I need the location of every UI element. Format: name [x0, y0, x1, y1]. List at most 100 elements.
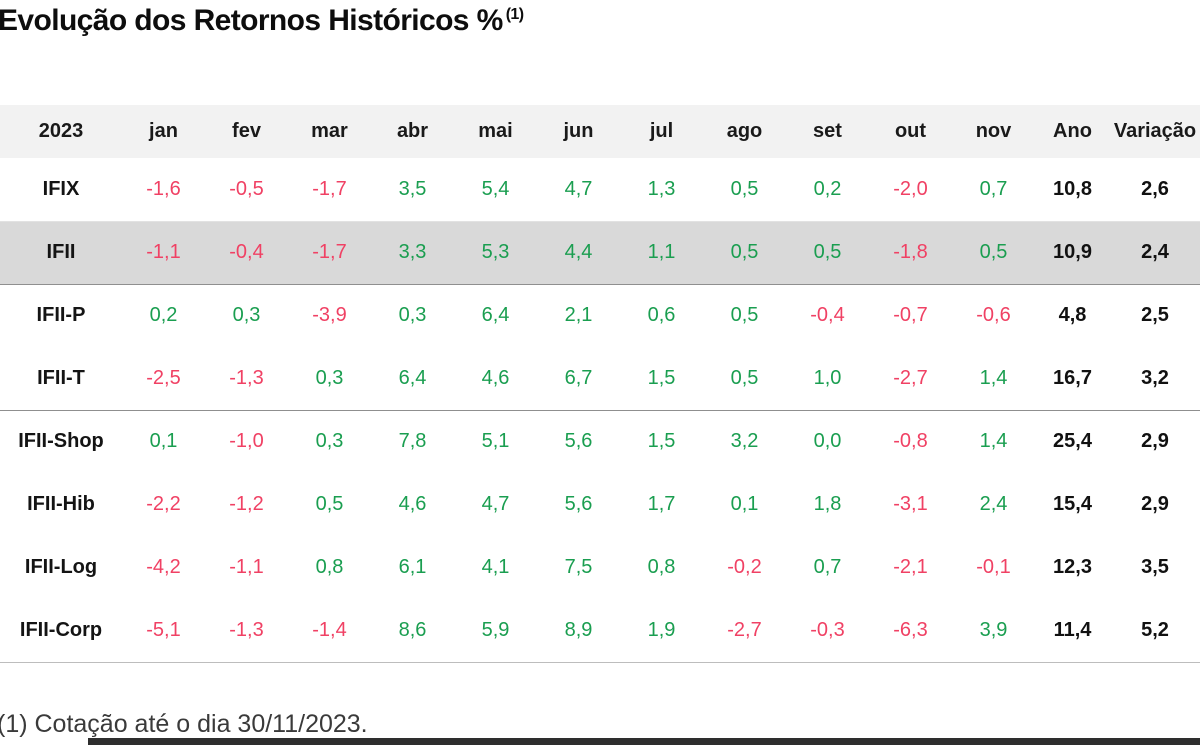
value-cell: 4,7: [481, 493, 510, 515]
table-row-ifii-p: IFII-P 0,2 0,3 -3,9 0,3 6,4 2,1 0,6 0,5 -0,4 -0,7 -…: [0, 284, 1200, 347]
ano-cell: 25,4: [1053, 430, 1092, 453]
value-cell: 0,1: [149, 430, 178, 453]
value-cell: 1,4: [979, 430, 1008, 453]
value-cell: 5,1: [481, 430, 510, 453]
row-label: IFII-Shop: [18, 430, 104, 453]
value-cell: 0,5: [703, 221, 786, 285]
ano-cell: 16,7: [1035, 347, 1110, 411]
table-row-ifix: IFIX -1,6 -0,5 -1,7 3,5 5,4 4,7 1,3 0,5 0,2 -2,0 0,…: [0, 158, 1200, 222]
variacao-cell: 2,4: [1110, 221, 1200, 285]
value-cell: -0,6: [976, 304, 1011, 327]
value-cell: 0,6: [647, 304, 676, 327]
row-label: IFII-T: [0, 347, 122, 411]
header-cell-2023: 2023: [38, 120, 84, 142]
value-cell: -2,2: [146, 493, 181, 515]
value-cell: 0,5: [315, 493, 344, 515]
value-cell: -2,0: [869, 158, 952, 222]
value-cell: -1,0: [229, 430, 264, 453]
value-cell: -4,2: [146, 556, 181, 578]
value-cell: 5,3: [454, 221, 537, 285]
value-cell: 2,1: [564, 304, 593, 327]
value-cell: 7,5: [564, 556, 593, 578]
value-cell: 0,3: [288, 347, 371, 411]
value-cell: 0,3: [232, 304, 261, 327]
value-cell: -2,5: [122, 347, 205, 411]
value-cell: 0,5: [703, 347, 786, 411]
value-cell: -6,3: [869, 599, 952, 663]
variacao-cell: 2,6: [1110, 158, 1200, 222]
value-cell: 4,7: [537, 158, 620, 222]
header-cell-set: set: [813, 120, 842, 142]
value-cell: 1,7: [647, 493, 676, 515]
value-cell: -1,3: [205, 347, 288, 411]
value-cell: 6,7: [537, 347, 620, 411]
value-cell: -1,4: [288, 599, 371, 663]
value-cell: 0,0: [813, 430, 842, 453]
page-title: Evolução dos Retornos Históricos % (1): [0, 4, 524, 38]
table-row-ifii-shop: IFII-Shop 0,1 -1,0 0,3 7,8 5,1 5,6 1,5 3,2 0,0 -0,…: [0, 410, 1200, 473]
page-title-footnote-marker: (1): [505, 6, 524, 23]
row-label: IFII-P: [36, 304, 86, 327]
header-cell-jul: jul: [649, 120, 674, 142]
header-cell-fev: fev: [232, 120, 261, 142]
value-cell: 0,8: [647, 556, 676, 578]
value-cell: -0,7: [893, 304, 928, 327]
variacao-cell: 2,9: [1141, 430, 1169, 453]
ano-cell: 15,4: [1053, 493, 1092, 515]
table-row-ifii-hib: IFII-Hib -2,2 -1,2 0,5 4,6 4,7 5,6 1,7 0,1 1,8 -3,…: [0, 473, 1200, 536]
value-cell: 0,5: [730, 304, 759, 327]
value-cell: 0,5: [952, 221, 1035, 285]
value-cell: 0,2: [149, 304, 178, 327]
value-cell: 5,9: [454, 599, 537, 663]
value-cell: 4,4: [537, 221, 620, 285]
value-cell: 1,5: [620, 347, 703, 411]
value-cell: 3,9: [952, 599, 1035, 663]
row-label: IFII-Hib: [27, 493, 95, 515]
value-cell: 3,3: [371, 221, 454, 285]
row-label: IFIX: [0, 158, 122, 222]
value-cell: -1,3: [205, 599, 288, 663]
value-cell: 0,7: [813, 556, 842, 578]
table-row-ifii-log: IFII-Log -4,2 -1,1 0,8 6,1 4,1 7,5 0,8 -0,2 0,7 -2…: [0, 536, 1200, 599]
value-cell: 1,0: [786, 347, 869, 411]
value-cell: -1,6: [122, 158, 205, 222]
header-cell-variação: Variação: [1113, 120, 1197, 142]
value-cell: 1,3: [620, 158, 703, 222]
value-cell: 1,1: [620, 221, 703, 285]
value-cell: 1,8: [813, 493, 842, 515]
header-cell-nov: nov: [975, 120, 1012, 142]
value-cell: 4,6: [398, 493, 427, 515]
value-cell: 0,3: [315, 430, 344, 453]
table-row-ifii: IFII -1,1 -0,4 -1,7 3,3 5,3 4,4 1,1 0,5 0,5 -1,8 0,…: [0, 221, 1200, 285]
table-row-ifii-corp: IFII-Corp -5,1 -1,3 -1,4 8,6 5,9 8,9 1,9 -2,7 -0,…: [0, 599, 1200, 663]
value-cell: -0,5: [205, 158, 288, 222]
header-cell-abr: abr: [396, 120, 429, 142]
value-cell: -1,1: [229, 556, 264, 578]
variacao-cell: 3,5: [1141, 556, 1169, 578]
value-cell: 8,6: [371, 599, 454, 663]
returns-table: 2023 jan fev mar abr mai jun jul ago set out nov Ano…: [0, 105, 1200, 663]
value-cell: -0,2: [727, 556, 762, 578]
ano-cell: 10,9: [1035, 221, 1110, 285]
value-cell: -0,3: [786, 599, 869, 663]
value-cell: 1,5: [647, 430, 676, 453]
value-cell: 5,4: [454, 158, 537, 222]
value-cell: -2,7: [869, 347, 952, 411]
header-cell-mai: mai: [478, 120, 513, 142]
header-cell-jun: jun: [563, 120, 594, 142]
footnote: (1) Cotação até o dia 30/11/2023.: [0, 710, 368, 738]
value-cell: 0,5: [786, 221, 869, 285]
value-cell: 1,4: [952, 347, 1035, 411]
value-cell: 3,2: [730, 430, 759, 453]
value-cell: 7,8: [398, 430, 427, 453]
variacao-cell: 2,5: [1141, 304, 1169, 327]
value-cell: 0,5: [703, 158, 786, 222]
table-header-row: 2023 jan fev mar abr mai jun jul ago set out nov Ano…: [0, 105, 1200, 158]
row-label: IFII-Corp: [0, 599, 122, 663]
value-cell: -1,1: [122, 221, 205, 285]
value-cell: 5,6: [564, 493, 593, 515]
value-cell: -0,1: [976, 556, 1011, 578]
value-cell: 0,3: [398, 304, 427, 327]
value-cell: -3,1: [893, 493, 928, 515]
value-cell: 5,6: [564, 430, 593, 453]
